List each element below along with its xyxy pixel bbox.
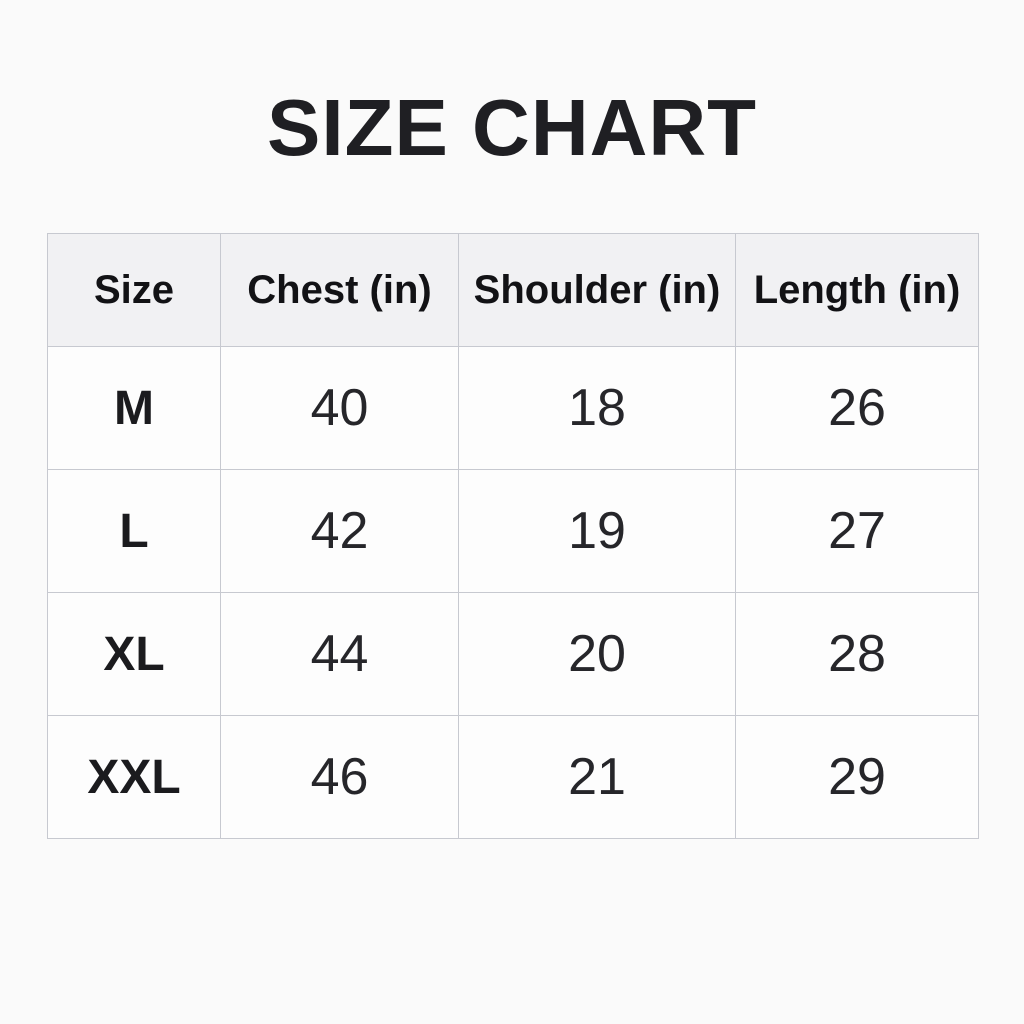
header-shoulder: Shoulder (in) bbox=[458, 233, 736, 347]
length-cell: 26 bbox=[735, 346, 979, 470]
size-cell: XL bbox=[47, 592, 221, 716]
length-cell: 28 bbox=[735, 592, 979, 716]
chest-cell: 42 bbox=[220, 469, 459, 593]
header-size: Size bbox=[47, 233, 221, 347]
shoulder-cell: 20 bbox=[458, 592, 736, 716]
header-chest: Chest (in) bbox=[220, 233, 459, 347]
size-cell: L bbox=[47, 469, 221, 593]
table-header-row: Size Chest (in) Shoulder (in) Length (in… bbox=[47, 233, 979, 347]
chest-cell: 40 bbox=[220, 346, 459, 470]
shoulder-cell: 21 bbox=[458, 715, 736, 839]
size-cell: M bbox=[47, 346, 221, 470]
size-chart-table: Size Chest (in) Shoulder (in) Length (in… bbox=[47, 233, 979, 839]
header-length: Length (in) bbox=[735, 233, 979, 347]
chest-cell: 44 bbox=[220, 592, 459, 716]
length-cell: 29 bbox=[735, 715, 979, 839]
page-title: SIZE CHART bbox=[267, 83, 757, 172]
chest-cell: 46 bbox=[220, 715, 459, 839]
table-row: M 40 18 26 bbox=[47, 346, 979, 470]
table-row: L 42 19 27 bbox=[47, 469, 979, 593]
shoulder-cell: 19 bbox=[458, 469, 736, 593]
length-cell: 27 bbox=[735, 469, 979, 593]
size-cell: XXL bbox=[47, 715, 221, 839]
table-row: XL 44 20 28 bbox=[47, 592, 979, 716]
shoulder-cell: 18 bbox=[458, 346, 736, 470]
table-row: XXL 46 21 29 bbox=[47, 715, 979, 839]
